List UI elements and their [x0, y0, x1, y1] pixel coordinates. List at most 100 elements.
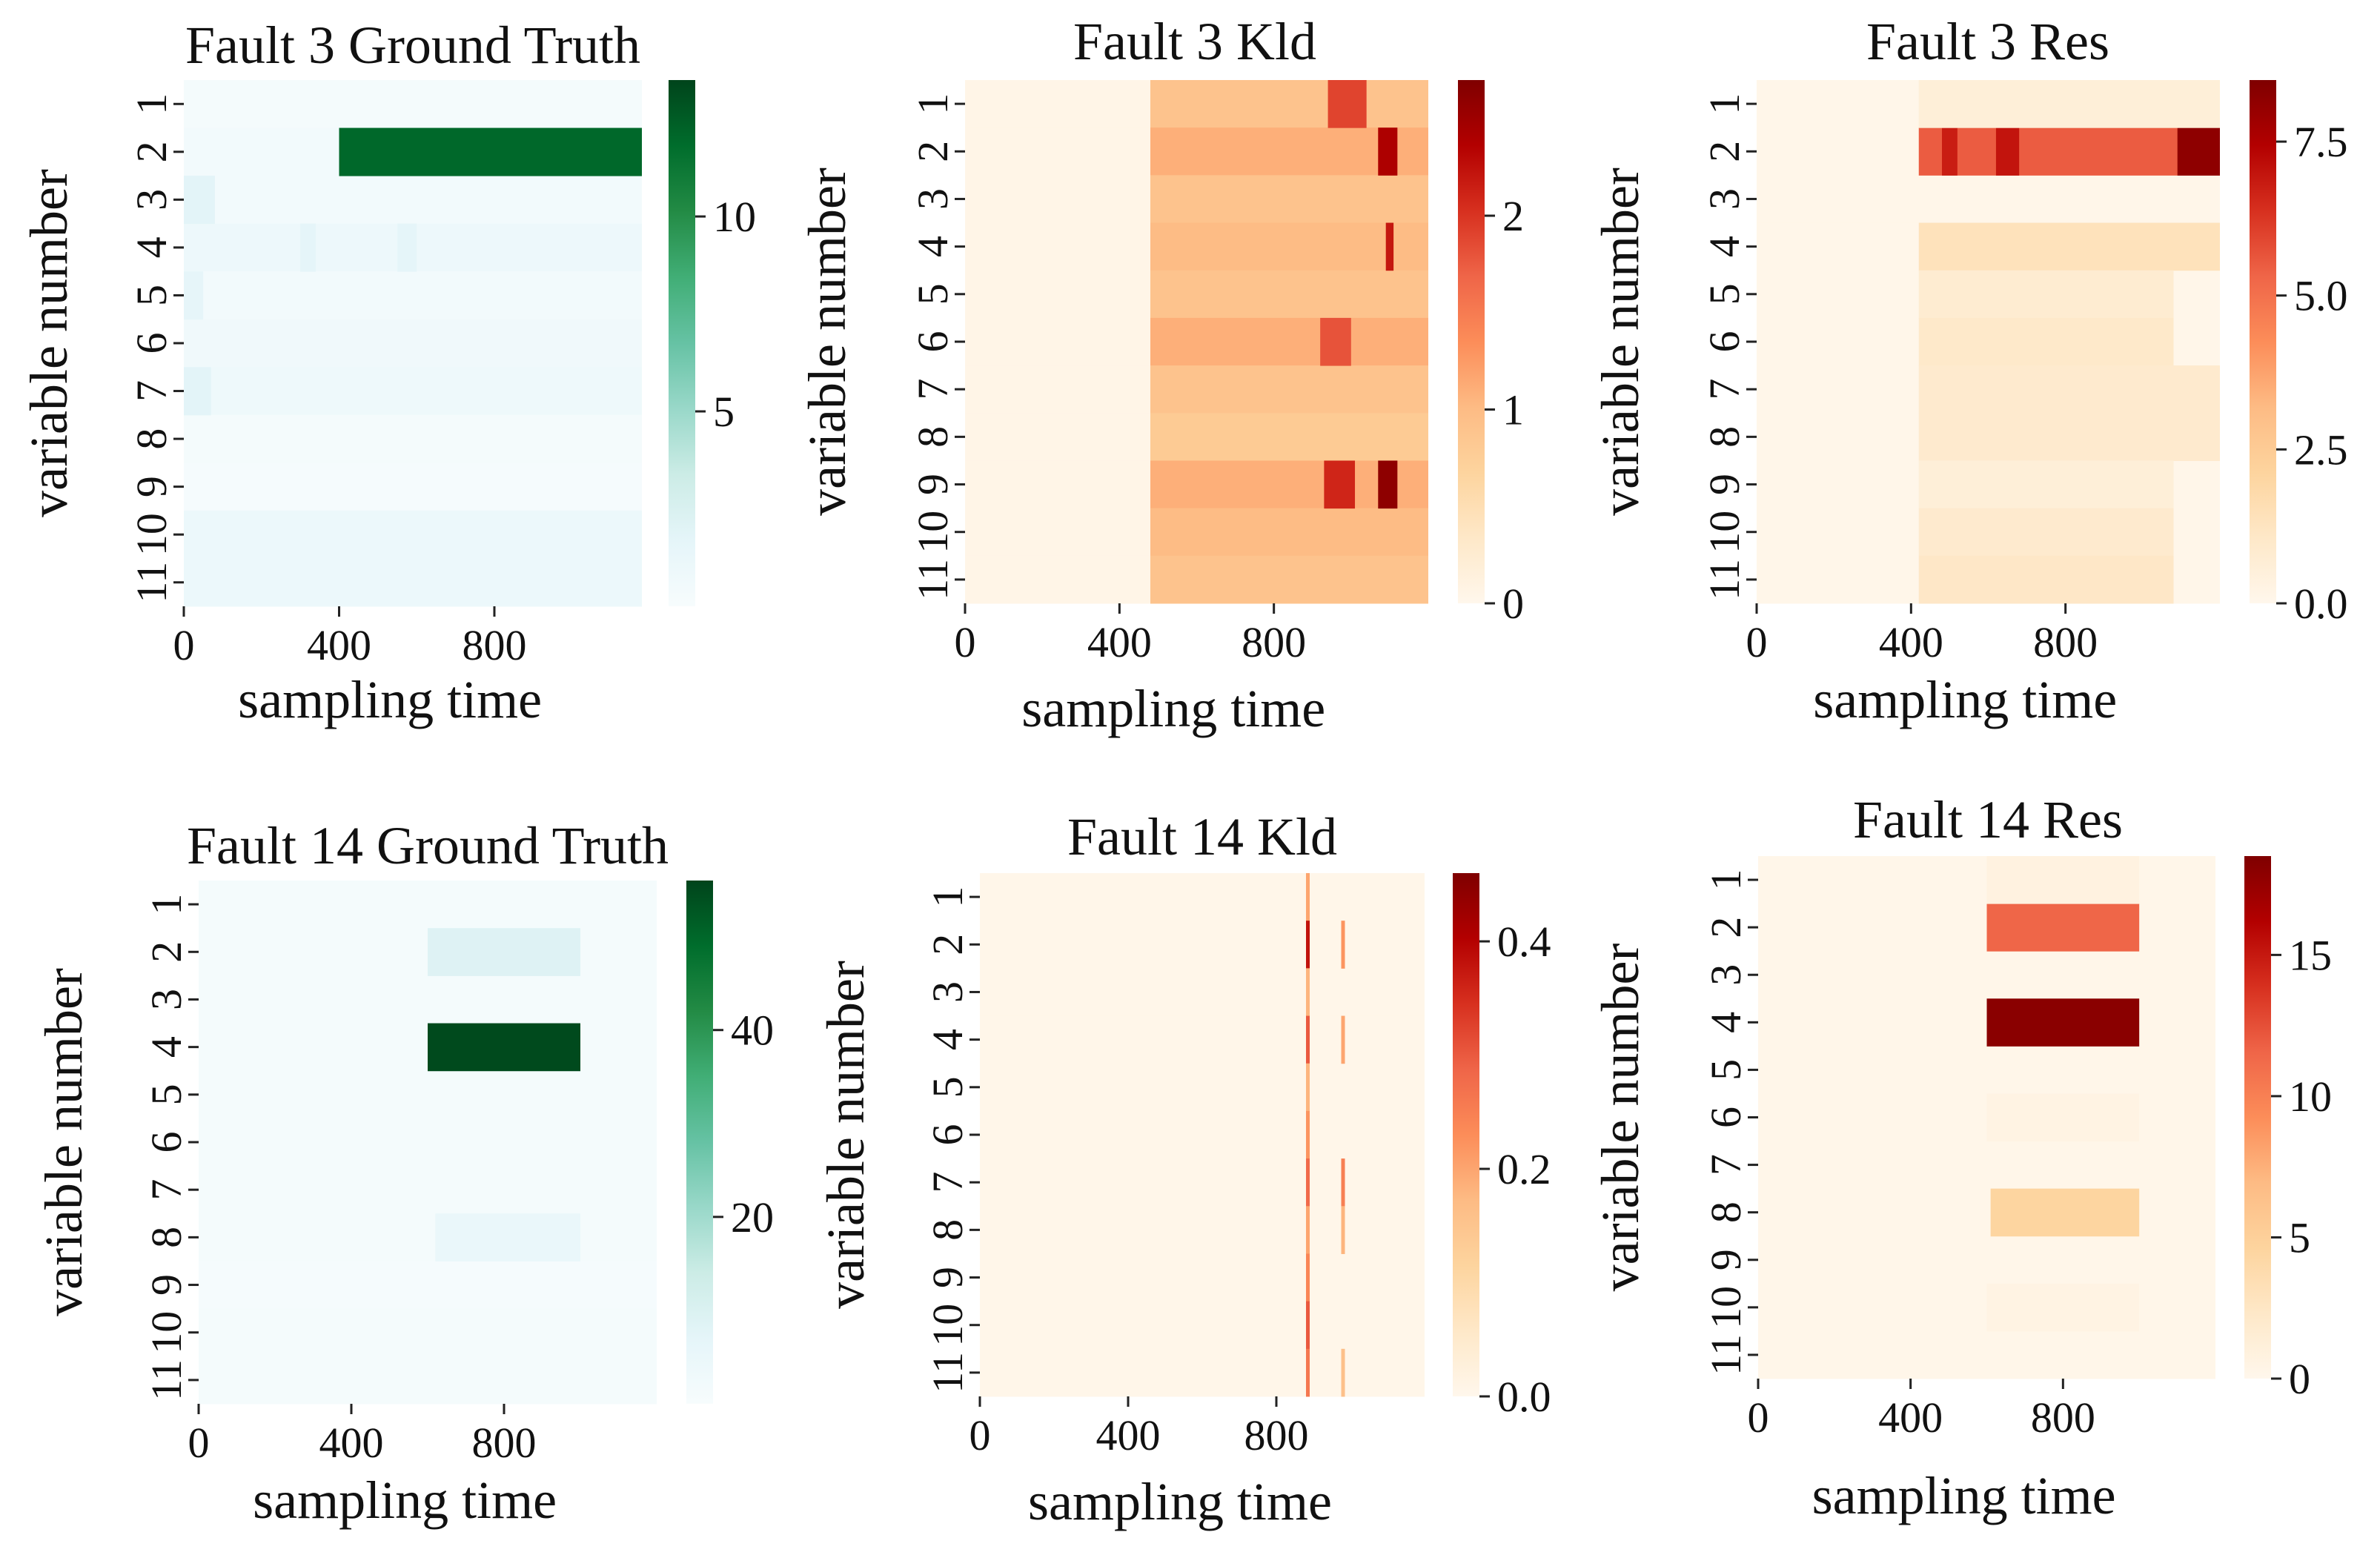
y-tick-label: 6	[909, 331, 957, 353]
heatmap-cell-var-2	[1995, 127, 2020, 176]
heatmap-row-6	[199, 1118, 657, 1167]
y-tick-label: 7	[127, 380, 176, 402]
x-tick-label: 800	[2031, 1393, 2095, 1442]
heatmap-cell-var-1	[1986, 856, 2140, 904]
y-tick-label: 2	[127, 141, 176, 162]
y-tick-label: 2	[924, 934, 972, 955]
x-tick-label: 0	[955, 618, 976, 666]
heatmap-cell-var-5	[1306, 1063, 1310, 1112]
colorbar-tick-label: 2	[1502, 192, 1524, 240]
heatmap-cell-var-8	[1990, 1188, 2140, 1237]
colorbar	[2244, 856, 2271, 1379]
x-tick-label: 400	[307, 621, 371, 669]
y-tick-label: 4	[924, 1029, 972, 1050]
heatmap-row-5	[980, 1063, 1425, 1112]
heatmap-cell-var-4	[1306, 1015, 1310, 1064]
heatmap-cell-var-2	[1306, 921, 1310, 969]
y-tick-label: 11	[142, 1359, 190, 1401]
y-axis-label: variable number	[19, 169, 79, 517]
heatmap-cell-var-2	[1341, 921, 1345, 969]
y-tick-label: 8	[909, 426, 957, 448]
y-tick-label: 6	[924, 1124, 972, 1146]
y-tick-label: 1	[1700, 93, 1748, 115]
y-tick-label: 7	[142, 1179, 190, 1201]
y-tick-label: 3	[127, 189, 176, 210]
heatmap-row-1	[199, 881, 657, 929]
chart-title: Fault 14 Res	[1853, 790, 2123, 849]
heatmap-cell-var-4	[428, 1023, 580, 1072]
heatmap-row-9	[184, 462, 642, 511]
heatmap-cell-var-5	[184, 271, 204, 320]
heatmap-panel: Fault 3 Ground Truth 0 400 800 1 2 3 4 5 6 7 8 9 10 11…	[19, 16, 756, 729]
colorbar-tick-label: 5	[713, 388, 735, 436]
x-tick-label: 0	[1748, 1393, 1769, 1442]
y-tick-label: 9	[142, 1274, 190, 1296]
y-tick-label: 3	[909, 188, 957, 210]
y-tick-label: 3	[924, 981, 972, 1003]
x-tick-label: 400	[1879, 618, 1943, 666]
heatmap-cell-var-2	[2177, 127, 2220, 176]
y-tick-label: 8	[142, 1227, 190, 1248]
x-tick-label: 800	[462, 621, 526, 669]
colorbar-tick-label: 5.0	[2294, 272, 2348, 320]
colorbar-tick-label: 20	[731, 1193, 774, 1241]
chart-title: Fault 3 Kld	[1073, 12, 1316, 71]
heatmap-cell-var-2	[1378, 127, 1398, 176]
heatmap-cell-var-10	[1150, 508, 1428, 557]
heatmap-row-8	[1758, 1188, 2215, 1237]
heatmap-panel: Fault 14 Kld 0 400 800 1 2 3 4 5 6 7 8 9 10 11 sampling…	[816, 807, 1551, 1531]
x-tick-label: 400	[1878, 1393, 1943, 1442]
heatmap-cell-var-10	[1918, 508, 2174, 557]
y-tick-label: 1	[924, 886, 972, 908]
y-tick-label: 10	[127, 513, 176, 556]
x-tick-label: 800	[2033, 618, 2098, 666]
y-axis-label: variable number	[1591, 168, 1650, 516]
y-tick-label: 6	[142, 1132, 190, 1153]
heatmap-row-4	[980, 1015, 1425, 1064]
x-tick-label: 0	[1746, 618, 1768, 666]
colorbar	[686, 881, 713, 1404]
heatmap-cell-var-6	[1918, 317, 2174, 366]
y-tick-label: 4	[127, 236, 176, 258]
heatmap-cell-var-8	[1918, 413, 2220, 461]
heatmap-row-7	[1758, 1141, 2215, 1190]
heatmap-row-10	[199, 1308, 657, 1357]
heatmap-cell-var-4	[300, 223, 316, 272]
chart-title: Fault 14 Ground Truth	[187, 816, 669, 875]
heatmap-cell-var-9	[1378, 460, 1398, 509]
heatmap-cell-var-3	[184, 176, 215, 225]
heatmap-row-3	[1757, 175, 2220, 224]
heatmap-row-8	[980, 1206, 1425, 1254]
y-tick-label: 7	[924, 1172, 972, 1193]
heatmap-row-5	[1758, 1046, 2215, 1094]
y-tick-label: 8	[1700, 426, 1748, 448]
heatmap-cell-var-11	[1306, 1348, 1310, 1397]
colorbar-tick-label: 7.5	[2294, 118, 2348, 166]
y-tick-label: 9	[924, 1267, 972, 1288]
heatmap-row-1	[980, 873, 1425, 921]
colorbar-tick-label: 10	[713, 193, 756, 241]
heatmap-row-5	[184, 271, 642, 320]
heatmap-cell-var-4	[1150, 222, 1428, 271]
x-tick-label: 0	[173, 621, 195, 669]
colorbar-tick-label: 0.0	[1497, 1373, 1551, 1421]
heatmap-row-7	[184, 367, 642, 416]
heatmap-cell-var-6	[1320, 317, 1351, 366]
y-tick-label: 4	[1700, 236, 1748, 257]
heatmap-panel: Fault 3 Res 0 400 800 1 2 3 4 5 6 7 8 9 10 11 sampling …	[1591, 12, 2348, 729]
colorbar-tick-label: 0.0	[2294, 580, 2348, 628]
y-tick-label: 7	[1700, 379, 1748, 400]
y-tick-label: 9	[1702, 1249, 1750, 1270]
heatmap-cell-var-8	[435, 1213, 580, 1261]
y-axis-label: variable number	[34, 968, 93, 1316]
heatmap-cell-var-10	[1306, 1301, 1310, 1350]
colorbar-tick-label: 10	[2289, 1072, 2332, 1121]
y-tick-label: 6	[1700, 331, 1748, 353]
heatmap-row-11	[1758, 1330, 2215, 1379]
heatmap-cell-var-8	[1306, 1206, 1310, 1254]
heatmap-cell-var-4	[397, 223, 417, 272]
colorbar-tick-label: 0.2	[1497, 1145, 1551, 1193]
y-axis-label: variable number	[1591, 944, 1650, 1292]
x-tick-label: 0	[969, 1411, 991, 1459]
